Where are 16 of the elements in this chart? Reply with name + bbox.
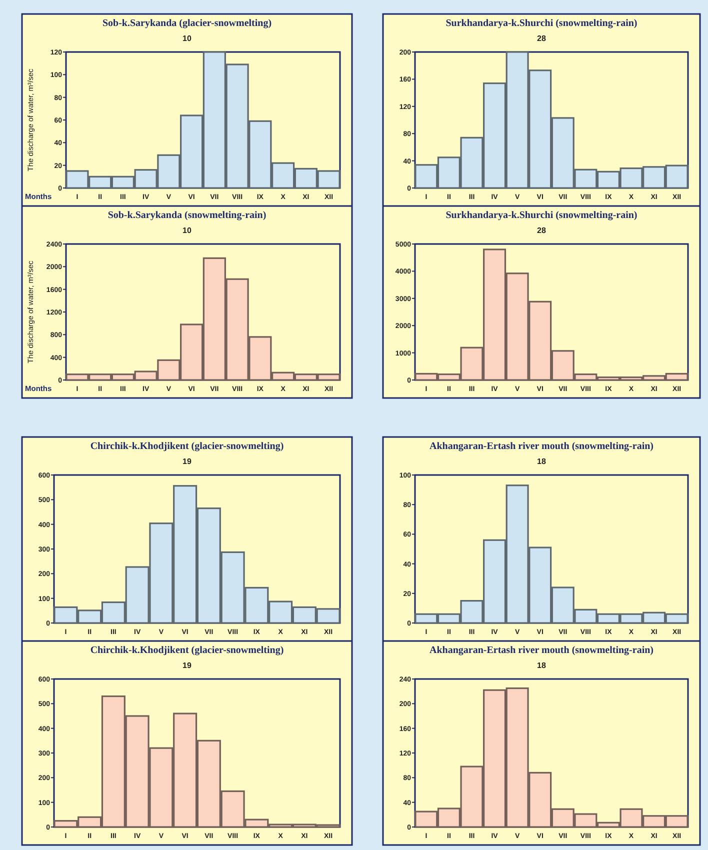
chart-title: Chirchik-k.Khodjikent (glacier-snowmelting)	[90, 645, 284, 656]
chart-title: Akhangaran-Ertash river mouth (snowmelting-rain)	[430, 645, 654, 656]
chart-subtitle: 19	[182, 661, 192, 670]
chart-subtitle: 10	[182, 34, 192, 43]
chart-title: Akhangaran-Ertash river mouth (snowmelting-rain)	[430, 441, 654, 452]
chart-title: Surkhandarya-k.Shurchi (snowmelting-rain)	[446, 210, 638, 221]
chart-subtitle: 28	[537, 34, 546, 43]
chart-subtitle: 28	[537, 226, 546, 235]
chart-title: Surkhandarya-k.Shurchi (snowmelting-rain)	[446, 18, 638, 29]
chart-title: Chirchik-k.Khodjikent (glacier-snowmelting)	[90, 441, 284, 452]
chart-subtitle: 18	[537, 661, 546, 670]
chart-title: Sob-k.Sarykanda (glacier-snowmelting)	[102, 18, 272, 29]
chart-subtitle: 18	[537, 457, 546, 466]
chart-subtitle: 10	[182, 226, 192, 235]
chart-subtitle: 19	[182, 457, 192, 466]
chart-title: Sob-k.Sarykanda (snowmelting-rain)	[108, 210, 266, 221]
